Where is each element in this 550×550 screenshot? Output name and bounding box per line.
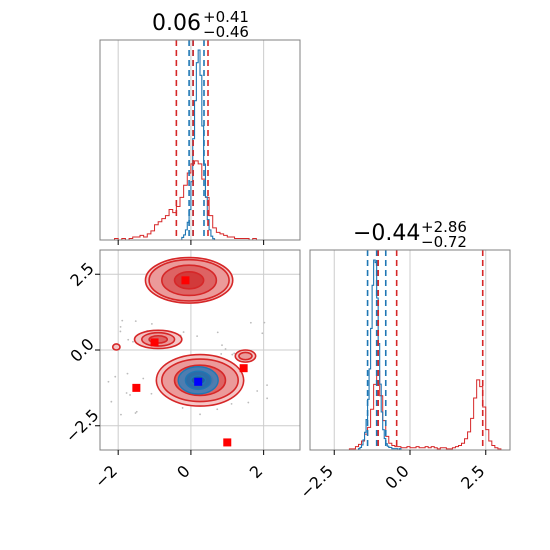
red-mode-marker (150, 338, 159, 347)
joint-sample-point (261, 332, 264, 335)
joint-sample-point (266, 397, 269, 400)
p1-ticks (117, 240, 265, 245)
joint-sample-point (182, 331, 185, 333)
p2-histograms (310, 250, 510, 450)
joint-panel: −2.50.02.5−2 0 2 (62, 249, 301, 492)
p1-marginal-panel: 0.06 +0.41 −0.46 (99, 8, 301, 245)
joint-tick-label-y: 0.0 (66, 334, 97, 365)
joint-sample-point (224, 348, 227, 350)
p1-histograms (100, 40, 300, 240)
joint-sample-point (220, 353, 223, 355)
p2-tick-label-x: 2.5 (457, 461, 488, 492)
joint-sample-point (231, 353, 234, 356)
joint-sample-point (233, 352, 236, 355)
p1-title-minus: −0.46 (203, 23, 249, 41)
blue-truth-marker (194, 377, 203, 386)
joint-sample-point (121, 319, 124, 322)
p1-frame (99, 39, 301, 241)
joint-sample-point (230, 402, 233, 405)
red-mode-marker (181, 276, 190, 285)
joint-sample-point (216, 408, 219, 411)
p2-tick-label-x: 0.0 (381, 461, 412, 492)
joint-sample-point (134, 320, 137, 322)
p2-ticks: −2.5 0.0 2.5 (296, 450, 489, 502)
p1-title-value: 0.06 (152, 11, 201, 36)
p1-hist-blue (180, 49, 217, 240)
p2-grid (333, 250, 487, 450)
joint-sample-point (132, 340, 134, 343)
joint-sample-point (181, 407, 184, 409)
p2-tick-label-x: −2.5 (296, 461, 337, 502)
joint-tick-label-y: 2.5 (66, 259, 97, 290)
p2-title-value: −0.44 (353, 221, 420, 246)
joint-sample-point (125, 392, 128, 394)
joint-sample-point (199, 413, 201, 416)
joint-contours (107, 256, 269, 447)
joint-sample-point (263, 321, 266, 324)
joint-sample-point (119, 325, 122, 328)
red-mode-marker (239, 364, 248, 373)
joint-sample-point (142, 377, 145, 380)
red-contour-mode3-level1 (238, 351, 253, 361)
joint-sample-point (120, 413, 122, 416)
p2-title-plus: +2.86 (421, 218, 467, 236)
joint-sample-point (150, 323, 153, 325)
joint-tick-label-x: 2 (246, 461, 267, 482)
joint-sample-point (110, 400, 113, 403)
joint-sample-point (221, 344, 223, 347)
joint-sample-point (135, 410, 138, 413)
joint-sample-point (127, 338, 130, 341)
joint-sample-point (266, 384, 268, 387)
joint-sample-point (134, 412, 137, 414)
joint-sample-point (216, 331, 219, 334)
joint-sample-point (107, 380, 110, 383)
red-contour-mode4-level0 (111, 343, 121, 351)
p2-hist-red (310, 370, 510, 450)
p2-title-minus: −0.72 (421, 233, 467, 251)
joint-sample-point (249, 321, 252, 324)
joint-tick-label-x: 0 (173, 461, 194, 482)
joint-tick-label-x: −2 (91, 461, 121, 491)
joint-sample-point (256, 390, 259, 392)
joint-sample-point (126, 372, 129, 375)
red-mode-marker (132, 383, 141, 392)
joint-sample-point (114, 375, 117, 378)
joint-sample-point (247, 401, 250, 404)
joint-sample-point (119, 330, 122, 333)
p2-marginal-panel: −2.5 0.0 2.5 −0.44 +2.86 −0.72 (296, 218, 511, 502)
joint-sample-point (196, 335, 199, 338)
joint-sample-point (129, 394, 131, 396)
p1-hist-red (100, 160, 300, 240)
joint-sample-point (150, 392, 153, 395)
red-mode-marker (223, 438, 232, 447)
p1-title-plus: +0.41 (203, 8, 249, 26)
